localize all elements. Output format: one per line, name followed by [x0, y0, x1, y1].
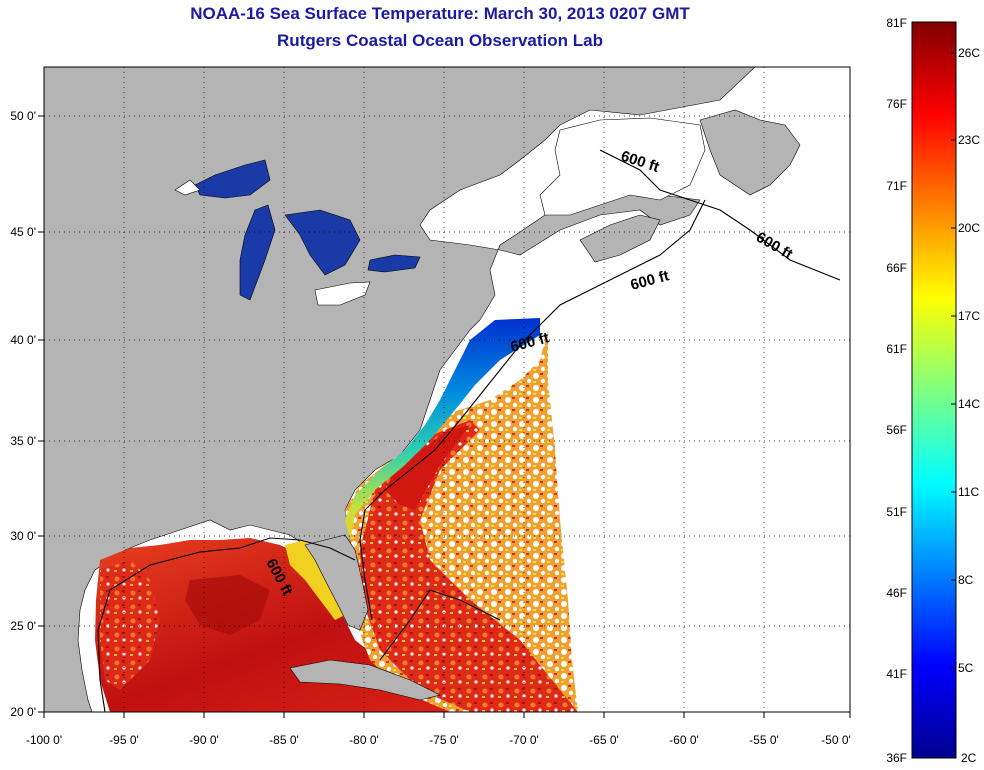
colorbar-f-label: 51F: [886, 505, 907, 519]
cuba: [289, 659, 441, 701]
lon-axis: -100 0' -95 0' -90 0' -85 0' -80 0' -75 …: [26, 712, 851, 747]
colorbar-c-label: 20C: [958, 221, 980, 235]
lon-tick-label: -75 0': [429, 733, 459, 747]
colorbar-f-label: 61F: [886, 342, 907, 356]
colorbar-c-label: 2C: [961, 751, 977, 765]
colorbar-f-label: 36F: [886, 751, 907, 765]
lon-tick-label: -100 0': [26, 733, 62, 747]
gulf-stream-core: [385, 425, 470, 510]
coastal-shelf-sst: [345, 318, 540, 540]
plot-frame: [43, 66, 851, 713]
contour-600ft: [97, 149, 841, 712]
colorbar-f-label: 71F: [886, 179, 907, 193]
colorbar-c-label: 17C: [958, 309, 980, 323]
lon-tick-label: -50 0': [821, 733, 851, 747]
colorbar-f-label: 46F: [886, 586, 907, 600]
colorbar-c-label: 23C: [958, 133, 980, 147]
lon-tick-label: -60 0': [669, 733, 699, 747]
colorbar-f-label: 41F: [886, 667, 907, 681]
colorbar-c-label: 5C: [958, 661, 974, 675]
map-subtitle: Rutgers Coastal Ocean Observation Lab: [277, 31, 603, 50]
land-mass: [44, 67, 756, 712]
map-title: NOAA-16 Sea Surface Temperature: March 3…: [190, 4, 690, 23]
gulf-shelf-yellow: [285, 540, 345, 620]
colorbar-f-label: 56F: [886, 423, 907, 437]
lat-tick-label: 45 0': [10, 225, 36, 239]
lon-tick-label: -80 0': [349, 733, 379, 747]
newfoundland: [699, 109, 801, 196]
lat-tick-label: 25 0': [10, 619, 36, 633]
lat-tick-label: 20 0': [10, 705, 36, 719]
lat-tick-label: 40 0': [10, 333, 36, 347]
gulf-warm-core: [185, 575, 270, 635]
colorbar-c-label: 14C: [958, 397, 980, 411]
great-lakes: [174, 159, 421, 306]
colorbar-gradient: [911, 21, 957, 759]
lon-tick-label: -85 0': [269, 733, 299, 747]
colorbar-f-label: 76F: [886, 97, 907, 111]
lon-tick-label: -70 0': [509, 733, 539, 747]
colorbar: 81F 76F 71F 66F 61F 56F 51F 46F 41F 36F …: [886, 16, 980, 765]
gulf-west-cloud: [100, 560, 160, 690]
colorbar-c-label: 26C: [958, 46, 980, 60]
colorbar-c-label: 8C: [958, 573, 974, 587]
lat-tick-label: 35 0': [10, 434, 36, 448]
lon-tick-label: -90 0': [189, 733, 219, 747]
lon-tick-label: -55 0': [749, 733, 779, 747]
nova-scotia: [579, 214, 661, 263]
lon-tick-label: -95 0': [109, 733, 139, 747]
lat-tick-label: 50 0': [10, 109, 36, 123]
lon-tick-label: -65 0': [589, 733, 619, 747]
lat-axis: 50 0' 45 0' 40 0' 35 0' 30 0' 25 0' 20 0…: [10, 109, 44, 719]
colorbar-f-label: 66F: [886, 261, 907, 275]
colorbar-f-label: 81F: [886, 16, 907, 30]
lat-tick-label: 30 0': [10, 529, 36, 543]
colorbar-c-label: 11C: [958, 485, 979, 499]
